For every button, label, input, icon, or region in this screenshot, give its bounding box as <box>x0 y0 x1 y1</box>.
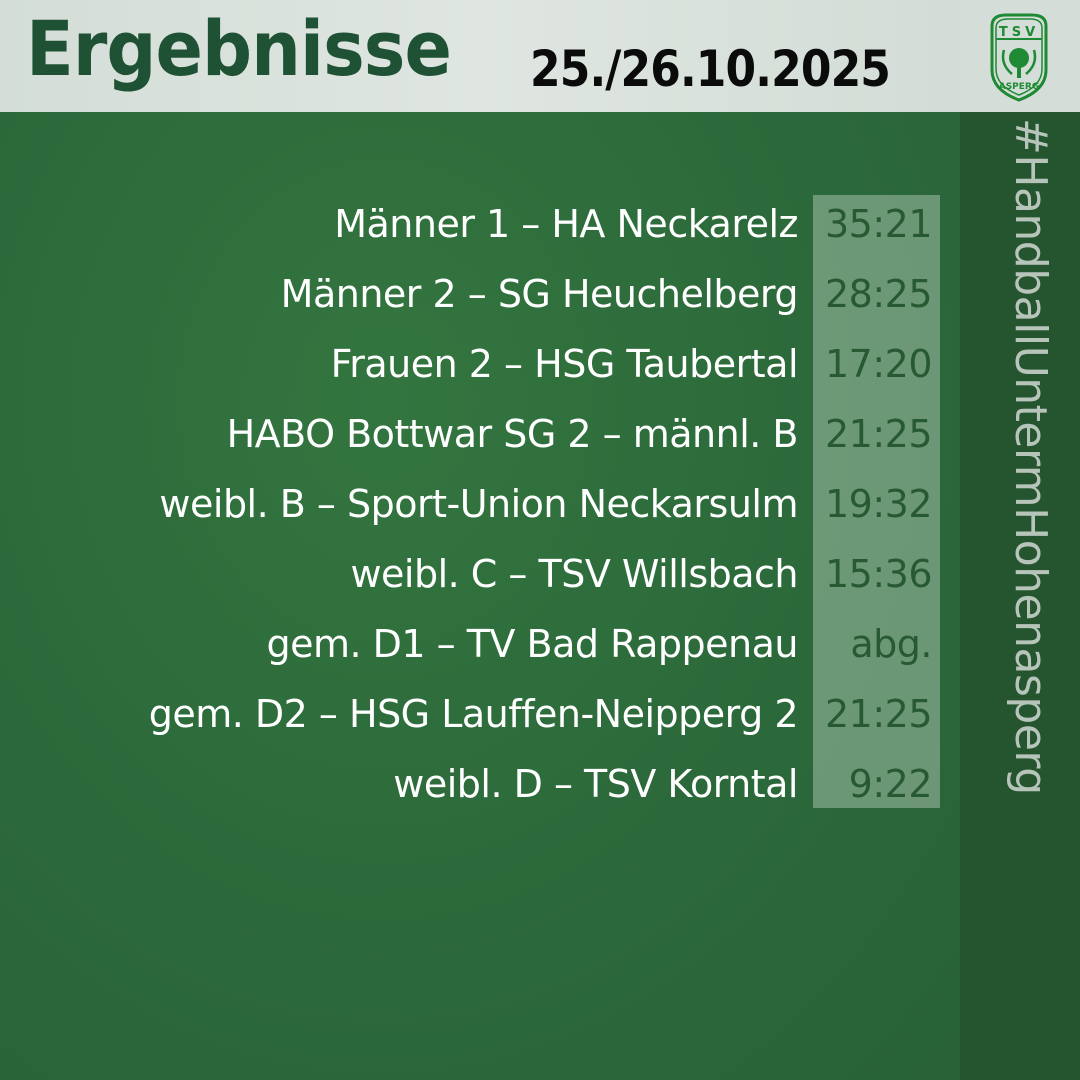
match-label: Männer 1 – HA Neckarelz <box>334 202 798 246</box>
result-row: gem. D2 – HSG Lauffen-Neipperg 2 21:25 <box>0 686 940 756</box>
date-label: 25./26.10.2025 <box>530 40 891 98</box>
score-value: abg. <box>850 622 932 666</box>
result-row: Männer 1 – HA Neckarelz 35:21 <box>0 196 940 266</box>
logo-text-bottom: ASPERG <box>999 82 1040 92</box>
score-value: 15:36 <box>824 552 933 596</box>
result-row: HABO Bottwar SG 2 – männl. B 21:25 <box>0 406 940 476</box>
score-value: 17:20 <box>824 342 933 386</box>
side-strip <box>960 0 1080 1080</box>
result-row: Frauen 2 – HSG Taubertal 17:20 <box>0 336 940 406</box>
score-value: 21:25 <box>824 412 933 456</box>
match-label: Frauen 2 – HSG Taubertal <box>330 342 799 386</box>
score-value: 9:22 <box>848 762 933 806</box>
main-background <box>0 112 960 1080</box>
result-row: weibl. C – TSV Willsbach 15:36 <box>0 546 940 616</box>
club-logo-icon: TSV ASPERG <box>990 13 1048 102</box>
match-label: weibl. D – TSV Korntal <box>393 762 798 806</box>
score-value: 35:21 <box>824 202 933 246</box>
result-row: weibl. B – Sport-Union Neckarsulm 19:32 <box>0 476 940 546</box>
logo-text-top: TSV <box>999 25 1039 40</box>
result-row: weibl. D – TSV Korntal 9:22 <box>0 756 940 826</box>
match-label: Männer 2 – SG Heuchelberg <box>280 272 799 316</box>
score-value: 21:25 <box>824 692 933 736</box>
match-label: weibl. C – TSV Willsbach <box>350 552 798 596</box>
match-label: gem. D2 – HSG Lauffen-Neipperg 2 <box>148 692 799 736</box>
header-band: Ergebnisse 25./26.10.2025 <box>0 0 960 112</box>
match-label: HABO Bottwar SG 2 – männl. B <box>226 412 799 456</box>
score-value: 19:32 <box>824 482 933 526</box>
hashtag-label: #HandballUntermHohenasperg <box>1005 118 1056 795</box>
result-row: Männer 2 – SG Heuchelberg 28:25 <box>0 266 940 336</box>
score-value: 28:25 <box>824 272 933 316</box>
match-label: weibl. B – Sport-Union Neckarsulm <box>159 482 798 526</box>
score-column-background <box>813 195 940 808</box>
result-row: gem. D1 – TV Bad Rappenau abg. <box>0 616 940 686</box>
match-label: gem. D1 – TV Bad Rappenau <box>266 622 798 666</box>
page-title: Ergebnisse <box>26 4 452 93</box>
